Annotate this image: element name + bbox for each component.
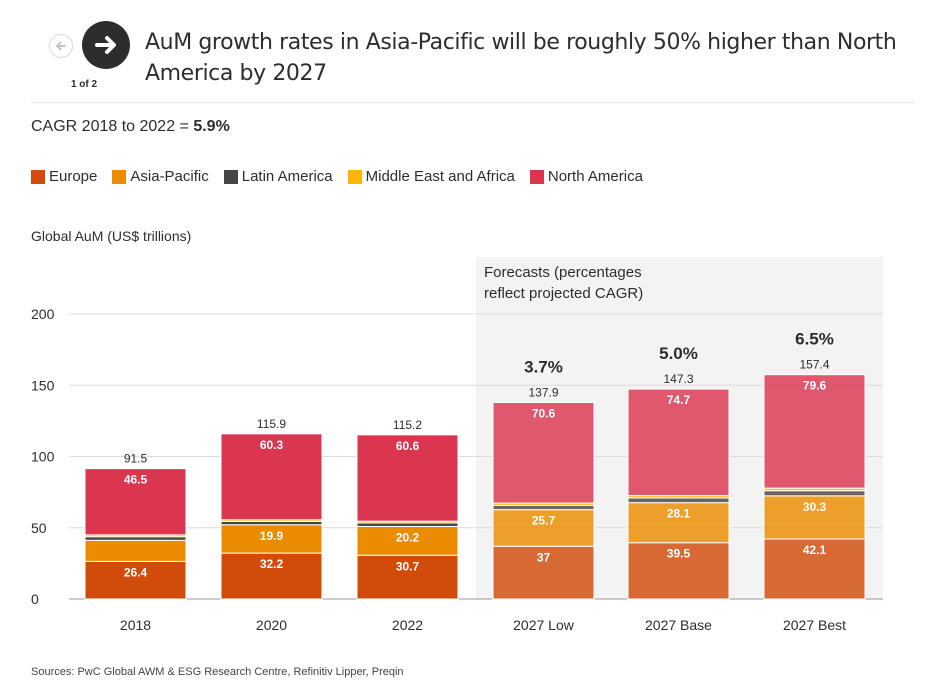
- data-label: 74.7: [667, 393, 691, 407]
- cagr-value: 5.9%: [193, 118, 230, 135]
- cagr-label: 3.7%: [524, 357, 563, 376]
- previous-button[interactable]: [49, 34, 73, 58]
- data-label: 37: [537, 550, 551, 564]
- bar-segment-latin-america: [492, 505, 595, 511]
- data-label: 32.2: [260, 557, 284, 571]
- chart-subtitle: CAGR 2018 to 2022 = 5.9%: [31, 118, 230, 136]
- bar-segment-europe: [627, 542, 730, 600]
- legend-item: North America: [529, 168, 643, 185]
- bar-segment-latin-america: [627, 497, 730, 504]
- legend-swatch: [223, 169, 238, 184]
- total-label: 157.4: [799, 358, 829, 372]
- data-label: 19.9: [260, 529, 284, 543]
- bar-segment-europe: [763, 538, 866, 600]
- chart-legend: Europe Asia-Pacific Latin America Middle Ea…: [31, 168, 658, 185]
- bar-segment-asia-pacific: [356, 525, 459, 556]
- total-label: 91.5: [124, 452, 148, 466]
- next-button[interactable]: [82, 21, 130, 69]
- bar-segment-europe: [356, 554, 459, 600]
- bar-segment-asia-pacific: [627, 502, 730, 544]
- x-tick-label: 2022: [392, 617, 423, 633]
- arrow-right-icon: [95, 36, 116, 54]
- y-tick-label: 50: [31, 520, 47, 536]
- bar-segment-europe: [84, 560, 187, 600]
- page-indicator: 1 of 2: [70, 79, 98, 90]
- bar-segment-asia-pacific: [84, 539, 187, 562]
- bar-segment-asia-pacific: [492, 509, 595, 547]
- y-tick-label: 150: [31, 377, 55, 393]
- cagr-label: 5.0%: [659, 344, 698, 363]
- forecast-label: reflect projected CAGR): [484, 285, 643, 302]
- bar-segment-north-america: [356, 434, 459, 522]
- data-label: 70.6: [532, 406, 556, 420]
- cagr-label: 6.5%: [795, 330, 834, 349]
- total-label: 115.2: [393, 418, 422, 432]
- x-tick-label: 2018: [120, 617, 151, 633]
- chart-source: Sources: PwC Global AWM & ESG Research C…: [31, 666, 404, 678]
- x-tick-label: 2027 Base: [645, 617, 712, 633]
- x-tick-label: 2027 Best: [783, 617, 846, 633]
- legend-item: Asia-Pacific: [112, 168, 209, 185]
- legend-label: Europe: [49, 168, 98, 185]
- legend-swatch: [112, 169, 127, 184]
- bar-segment-north-america: [84, 468, 187, 536]
- bar-segment-latin-america: [763, 490, 866, 497]
- bar-segment-north-america: [492, 401, 595, 504]
- x-tick-label: 2027 Low: [513, 617, 575, 633]
- bar-segment-europe: [492, 545, 595, 600]
- arrow-left-icon: [56, 41, 66, 51]
- legend-item: Europe: [31, 168, 97, 185]
- bar-segment-asia-pacific: [763, 495, 866, 540]
- y-tick-label: 100: [31, 449, 55, 465]
- data-label: 46.5: [124, 473, 148, 487]
- data-label: 25.7: [532, 514, 556, 528]
- data-label: 20.2: [396, 530, 420, 544]
- data-label: 30.3: [803, 500, 827, 514]
- data-label: 39.5: [667, 547, 691, 561]
- y-axis-label: Global AuM (US$ trillions): [31, 228, 191, 244]
- bar-segment-asia-pacific: [220, 524, 323, 554]
- data-label: 60.6: [396, 439, 420, 453]
- data-label: 30.7: [396, 559, 420, 573]
- x-tick-label: 2020: [256, 617, 287, 633]
- total-label: 137.9: [528, 385, 558, 399]
- bar-segment-north-america: [220, 433, 323, 521]
- legend-swatch: [347, 169, 362, 184]
- legend-label: Middle East and Africa: [365, 168, 515, 185]
- chart-title: AuM growth rates in Asia-Pacific will be…: [145, 30, 897, 86]
- legend-label: Asia-Pacific: [130, 168, 209, 185]
- data-label: 79.6: [803, 379, 827, 393]
- data-label: 60.3: [260, 438, 284, 452]
- legend-swatch: [529, 169, 544, 184]
- legend-item: Latin America: [223, 168, 333, 185]
- total-label: 147.3: [663, 372, 693, 386]
- legend-swatch: [31, 169, 45, 184]
- legend-label: North America: [547, 168, 643, 185]
- data-label: 28.1: [667, 507, 691, 521]
- legend-item: Middle East and Africa: [347, 168, 515, 185]
- y-tick-label: 200: [31, 306, 55, 322]
- bar-segment-north-america: [627, 388, 730, 497]
- cagr-label: CAGR 2018 to 2022 =: [31, 118, 194, 135]
- header-divider: [31, 102, 914, 103]
- forecast-label: Forecasts (percentages: [484, 264, 642, 281]
- y-tick-label: 0: [31, 591, 39, 607]
- stacked-bar-chart: Forecasts (percentages reflect projected …: [31, 228, 883, 633]
- legend-label: Latin America: [241, 168, 333, 185]
- bar-segment-north-america: [763, 374, 866, 489]
- data-label: 26.4: [124, 565, 148, 579]
- bar-segment-latin-america: [84, 536, 187, 541]
- data-label: 42.1: [803, 543, 827, 557]
- total-label: 115.9: [257, 417, 286, 431]
- bar-segment-latin-america: [356, 522, 459, 527]
